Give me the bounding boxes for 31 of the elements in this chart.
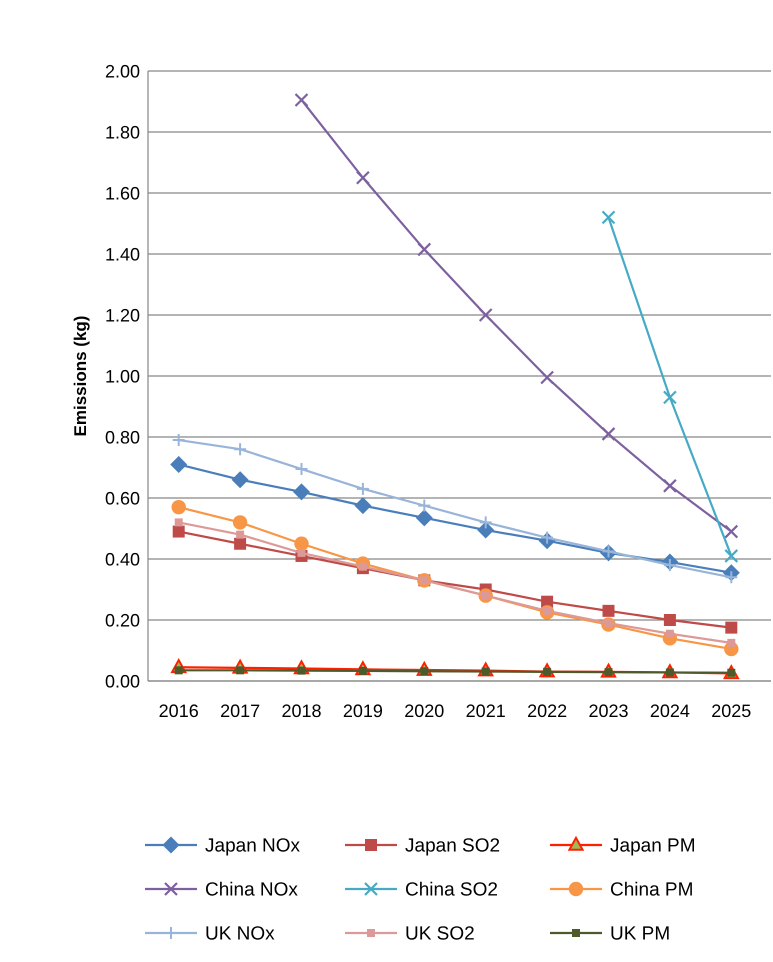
y-tick-label: 1.40	[104, 244, 140, 264]
x-tick-label: 2020	[404, 701, 444, 721]
y-tick-label: 0.20	[104, 610, 140, 630]
x-tick-label: 2022	[527, 701, 568, 721]
legend-label: UK NOx	[205, 924, 276, 945]
y-tick-label: 0.80	[104, 427, 140, 448]
legend-label: Japan PM	[610, 836, 696, 857]
y-tick-label: 1.60	[104, 183, 140, 204]
x-tick-label: 2017	[220, 701, 260, 721]
legend-label: Japan NOx	[205, 836, 301, 857]
legend-label: China SO2	[405, 880, 498, 901]
legend-label: UK PM	[610, 924, 670, 945]
y-tick-label: 0.60	[104, 488, 140, 508]
legend-label: Japan SO2	[405, 836, 500, 857]
y-tick-label: 0.40	[104, 549, 140, 570]
legend-label: China PM	[610, 880, 694, 901]
y-tick-label: 2.00	[104, 61, 140, 82]
x-tick-label: 2023	[588, 701, 629, 721]
y-tick-label: 0.00	[104, 671, 140, 692]
y-tick-label: 1.00	[104, 366, 140, 386]
x-tick-label: 2024	[650, 701, 690, 721]
x-tick-label: 2016	[158, 701, 199, 721]
x-tick-label: 2025	[711, 701, 752, 721]
y-tick-label: 1.20	[104, 305, 140, 326]
legend-label: UK SO2	[405, 924, 475, 945]
x-tick-label: 2019	[342, 701, 383, 721]
x-tick-label: 2021	[466, 701, 506, 721]
y-tick-label: 1.80	[104, 122, 140, 142]
y-axis-title: Emissions (kg)	[71, 316, 90, 436]
legend-label: China NOx	[205, 880, 298, 901]
x-tick-label: 2018	[281, 701, 322, 721]
